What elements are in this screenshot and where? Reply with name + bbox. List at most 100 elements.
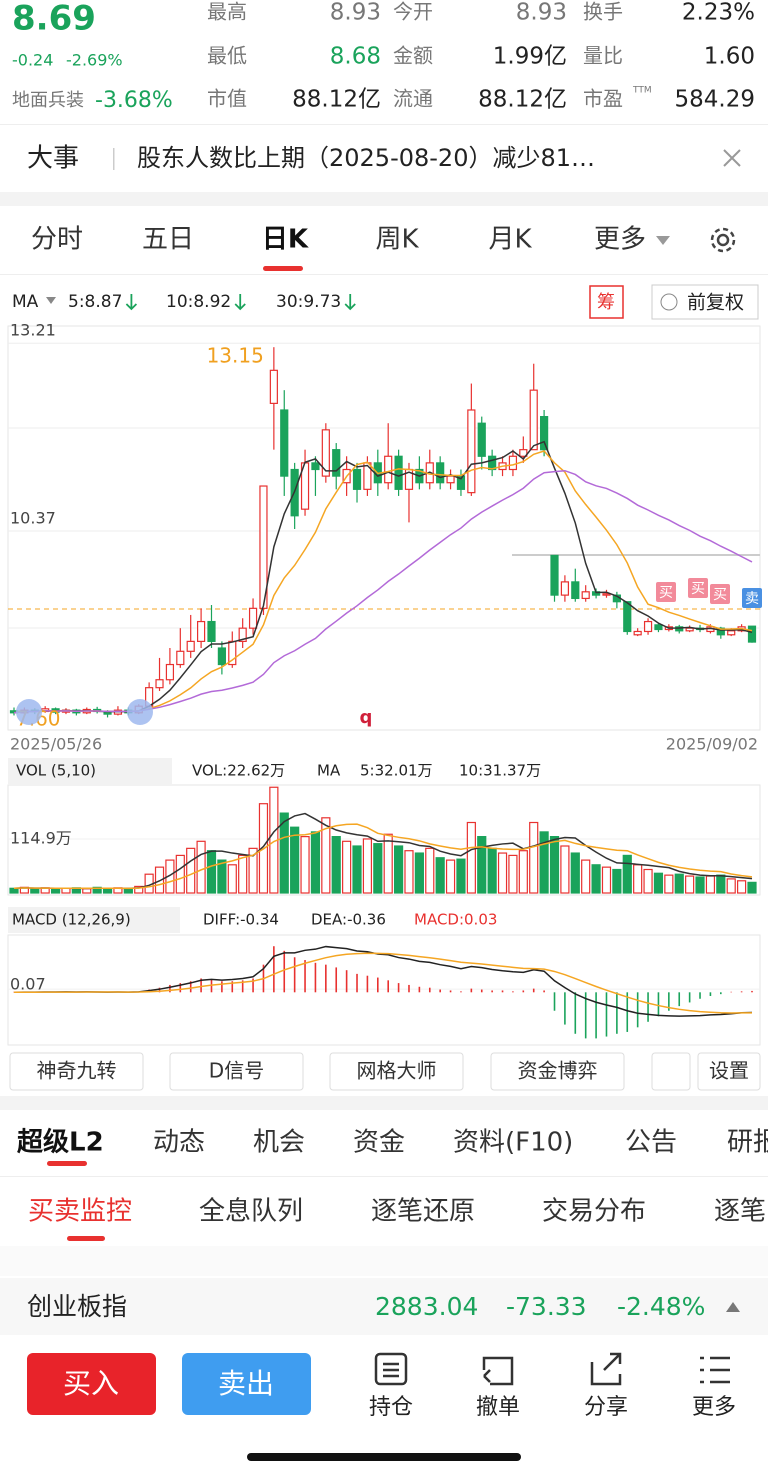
subtab-underline [67,1236,105,1241]
tab[interactable]: 资料(F10) [453,1128,573,1158]
tab[interactable]: 动态 [153,1128,205,1158]
subtab[interactable]: 交易分布 [542,1197,646,1227]
vol-legend[interactable]: VOL (5,10) [16,762,96,780]
volume-bar [695,876,705,894]
close-icon[interactable] [723,149,741,167]
index-change: -73.33 [506,1292,587,1321]
tab[interactable]: 公告 [625,1128,677,1158]
ma10-legend: 10:8.92 [166,292,231,312]
candle-body [446,475,455,484]
volume-bar [570,852,580,894]
volume-bar [217,859,227,894]
chip-box[interactable] [589,285,624,319]
tool-button[interactable] [169,1052,304,1091]
tool-button[interactable] [329,1052,464,1091]
vol-now: VOL:22.62万 [192,762,285,780]
date-end: 2025/09/02 [666,735,758,754]
index-name[interactable]: 创业板指 [27,1292,127,1321]
tab[interactable]: 机会 [253,1128,305,1158]
candle-body [155,679,164,689]
candle-body [186,640,195,652]
tool-label[interactable]: 神奇九转 [37,1059,117,1083]
volume-bar [674,873,684,894]
bottom-item[interactable]: 撤单 [476,1395,520,1420]
icon[interactable] [383,1362,399,1378]
vol-legend-box[interactable] [8,758,172,784]
volume-bar [123,888,133,894]
volume-bar [487,847,497,894]
period-tab[interactable]: 日K [262,225,309,255]
icon[interactable] [482,1356,514,1386]
sell-button[interactable] [182,1353,311,1415]
buy-button[interactable] [27,1353,156,1415]
volume-bar [82,888,92,894]
stat-label: 换手 [583,0,623,24]
period-tab[interactable]: 月K [488,225,532,255]
signal-box [656,582,676,602]
tab[interactable]: 研报 [727,1128,768,1158]
tool-button[interactable] [9,1052,144,1091]
volume-bar [581,859,591,894]
volume-bar [362,838,373,894]
tab[interactable]: 资金 [353,1128,405,1158]
candle-body [176,650,185,666]
divider [0,1176,768,1177]
period-tab[interactable]: 周K [375,225,419,255]
period-tab[interactable]: 五日 [142,225,194,255]
tool-button[interactable] [651,1052,691,1091]
tool-label[interactable]: D信号 [209,1059,264,1083]
sector: 地面兵装 [12,90,84,111]
subtab[interactable]: 全息队列 [199,1197,303,1227]
bottom-item[interactable]: 分享 [584,1395,628,1420]
macd-legend-box[interactable] [8,907,180,933]
volume-bar [539,831,549,894]
bottom-item[interactable]: 持仓 [369,1395,413,1420]
news-text[interactable]: 股东人数比上期（2025-08-20）减少81… [137,144,595,172]
settings-icon[interactable] [710,227,736,253]
candle-body [217,647,226,666]
volume-bar [747,881,757,894]
period-tab[interactable]: 更多 [594,225,646,255]
candle-body [508,455,518,471]
ma-label: MA [12,292,39,312]
stat-value: 8.93 [516,0,567,26]
sep [113,148,115,170]
bottom-icons [374,1352,730,1386]
tab[interactable]: 超级L2 [17,1127,104,1158]
sell-label[interactable]: 卖出 [218,1367,274,1400]
subtab[interactable]: 买卖监控 [28,1197,132,1227]
adjust[interactable]: 前复权 [687,292,744,314]
buy-label[interactable]: 买入 [63,1367,119,1400]
icon[interactable] [700,1356,730,1384]
ma5-legend: 5:8.87 [68,292,122,312]
dropdown[interactable] [46,297,56,304]
tool-label[interactable]: 设置 [709,1059,749,1083]
period-tab[interactable]: 分时 [31,225,83,255]
volume-bar [518,850,528,894]
volume-bar [549,836,560,894]
stat-value: 1.99亿 [493,44,567,70]
subtab[interactable]: 逐笔 [714,1197,766,1227]
icon[interactable] [590,1352,622,1386]
adjust-box[interactable] [651,284,759,320]
tool-button[interactable] [697,1052,761,1091]
macd-legend[interactable]: MACD (12,26,9) [12,911,131,929]
chip[interactable]: 筹 [597,292,615,313]
tool-label[interactable]: 网格大师 [357,1059,437,1083]
expand-icon[interactable] [726,1302,740,1312]
ma-line [13,450,753,714]
candle-body [248,607,258,629]
tool-label[interactable]: 资金博弈 [518,1059,598,1083]
bottom-item[interactable]: 更多 [692,1395,736,1420]
volume-bar [310,831,321,894]
subtab[interactable]: 逐笔还原 [371,1197,475,1227]
tool-button[interactable] [490,1052,625,1091]
icon[interactable] [374,1352,408,1386]
volume-bar [643,868,653,894]
stat-value: 1.60 [704,44,755,70]
candle-body [352,468,362,490]
volume-bar [352,845,362,894]
stat-value: 8.68 [330,44,381,70]
candle-body [602,593,611,596]
